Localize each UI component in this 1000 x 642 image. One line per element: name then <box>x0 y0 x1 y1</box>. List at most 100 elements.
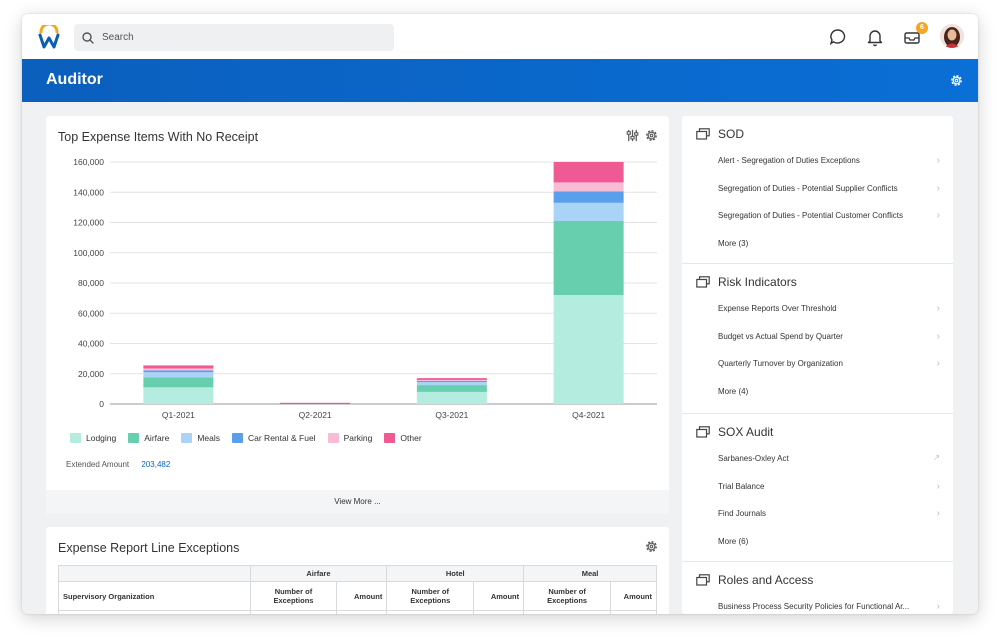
bar-segment <box>143 370 214 373</box>
legend-item[interactable]: Lodging <box>70 433 116 443</box>
section-link[interactable]: Business Process Security Policies for F… <box>718 601 940 612</box>
table-card-title: Expense Report Line Exceptions <box>58 541 240 555</box>
chart-gear-icon[interactable] <box>644 128 659 143</box>
column-header[interactable]: Amount <box>610 581 657 611</box>
more-link[interactable]: More (6) <box>718 536 749 546</box>
section-link-label: Segregation of Duties - Potential Suppli… <box>718 183 898 193</box>
side-section: Roles and Access Business Process Securit… <box>682 562 953 614</box>
extended-amount: Extended Amount 203,482 <box>66 460 170 469</box>
chevron-right-icon: › <box>936 330 940 342</box>
side-panel: SOD Alert - Segregation of Duties Excepti… <box>682 116 953 614</box>
stacked-bar-chart: 160,000 140,000 120,000 100,000 80,000 60,000… <box>73 157 657 420</box>
x-tick-label: Q4-2021 <box>572 410 605 420</box>
cards-stack-icon <box>696 574 710 586</box>
side-section: SOD Alert - Segregation of Duties Excepti… <box>682 116 953 264</box>
chevron-right-icon: › <box>936 155 940 166</box>
section-link[interactable]: Alert - Segregation of Duties Exceptions… <box>718 155 940 166</box>
x-tick-label: Q1-2021 <box>162 410 195 420</box>
section-link[interactable]: Quarterly Turnover by Organization › <box>718 358 940 369</box>
bar-segment <box>143 377 214 388</box>
chevron-right-icon: › <box>936 601 940 612</box>
page-title: Auditor <box>46 71 103 88</box>
more-link[interactable]: More (3) <box>718 238 749 248</box>
search-icon <box>82 31 94 44</box>
legend-label: Other <box>400 433 422 443</box>
inbox-badge: 6 <box>916 22 928 34</box>
bar-segment <box>553 295 624 404</box>
section-link-label: Segregation of Duties - Potential Custom… <box>718 211 903 221</box>
column-header[interactable]: Amount <box>336 581 388 611</box>
section-link-label: Budget vs Actual Spend by Quarter <box>718 331 843 341</box>
legend-item[interactable]: Parking <box>327 433 373 443</box>
workday-logo[interactable] <box>38 25 60 49</box>
bar-segment <box>143 368 214 371</box>
chevron-right-icon: › <box>936 508 940 519</box>
header-gear-icon[interactable] <box>949 73 964 88</box>
legend-item[interactable]: Other <box>384 433 422 443</box>
column-header[interactable]: Supervisory Organization <box>58 581 251 611</box>
section-link[interactable]: Budget vs Actual Spend by Quarter › <box>718 330 940 342</box>
legend-label: Parking <box>343 433 373 443</box>
column-header[interactable]: Number of Exceptions <box>249 581 338 611</box>
view-more-link[interactable]: View More ... <box>46 490 669 514</box>
y-tick-label: 40,000 <box>78 339 104 349</box>
section-link[interactable]: Find Journals › <box>718 508 940 519</box>
section-link[interactable]: Expense Reports Over Threshold › <box>718 303 940 314</box>
section-link-label: Find Journals <box>718 509 767 519</box>
expense-chart-card: Top Expense Items With No Receipt 160,00… <box>46 116 669 514</box>
group-header-hotel: Hotel <box>386 565 525 582</box>
column-header[interactable]: Number of Exceptions <box>386 581 475 611</box>
inbox-button[interactable]: 6 <box>902 22 928 47</box>
y-tick-label: 120,000 <box>73 218 104 228</box>
avatar[interactable] <box>940 24 964 48</box>
section-link[interactable]: Segregation of Duties - Potential Custom… <box>718 210 940 221</box>
bar-segment <box>416 378 487 380</box>
section-header: Risk Indicators <box>696 275 797 289</box>
bar-segment <box>143 365 214 369</box>
section-title: SOD <box>718 127 745 141</box>
extended-amount-value[interactable]: 203,482 <box>141 460 171 469</box>
legend-swatch <box>181 433 193 443</box>
cards-stack-icon <box>696 128 710 140</box>
table-header-spacer <box>58 565 251 582</box>
y-tick-label: 160,000 <box>73 157 104 167</box>
page-header: Auditor <box>22 59 978 102</box>
more-link[interactable]: More (4) <box>718 386 749 396</box>
x-tick-label: Q3-2021 <box>435 410 468 420</box>
bar-segment <box>553 182 624 192</box>
chevron-right-icon: › <box>936 480 940 492</box>
section-link-label: Trial Balance <box>718 481 765 491</box>
section-link[interactable]: Segregation of Duties - Potential Suppli… <box>718 183 940 194</box>
bar-segment <box>143 372 214 378</box>
legend-label: Meals <box>197 433 220 443</box>
notifications-button[interactable] <box>865 27 885 47</box>
y-tick-label: 0 <box>99 399 104 409</box>
bar-segment <box>553 162 624 183</box>
section-header: Roles and Access <box>696 573 813 587</box>
bar-segment <box>416 380 487 383</box>
search-placeholder: Search <box>102 32 134 43</box>
group-header-meal: Meal <box>523 565 657 582</box>
chart-card-title: Top Expense Items With No Receipt <box>58 130 259 144</box>
bell-icon <box>867 30 883 47</box>
table-gear-icon[interactable] <box>644 539 659 554</box>
column-header[interactable]: Number of Exceptions <box>523 581 611 611</box>
column-header[interactable]: Amount <box>473 581 525 611</box>
y-tick-label: 140,000 <box>73 187 104 197</box>
filter-sliders-icon[interactable] <box>625 128 640 143</box>
search-input[interactable]: Search <box>74 24 394 51</box>
bar-segment <box>553 220 624 296</box>
y-tick-label: 100,000 <box>73 248 104 258</box>
chevron-right-icon: › <box>936 210 940 221</box>
section-title: Roles and Access <box>718 573 814 587</box>
bar-segment <box>553 202 624 221</box>
legend-item[interactable]: Airfare <box>128 433 169 443</box>
section-link[interactable]: Sarbanes-Oxley Act ↗ <box>718 453 940 463</box>
section-link[interactable]: Trial Balance › <box>718 480 940 492</box>
extended-amount-label: Extended Amount <box>66 460 130 469</box>
bar-segment <box>416 391 487 404</box>
legend-item[interactable]: Car Rental & Fuel <box>232 433 316 443</box>
chat-button[interactable] <box>828 27 848 47</box>
legend-item[interactable]: Meals <box>181 433 220 443</box>
chat-icon <box>829 29 846 46</box>
